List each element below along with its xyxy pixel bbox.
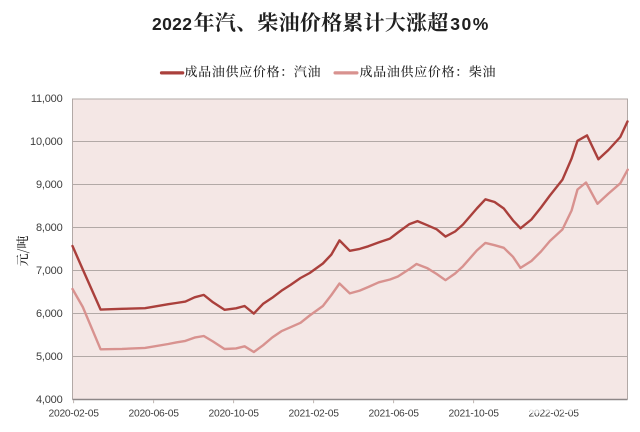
svg-text:7,000: 7,000 bbox=[36, 265, 63, 277]
svg-text:2021-10-05: 2021-10-05 bbox=[449, 408, 500, 419]
svg-text:30%: 30% bbox=[450, 14, 490, 34]
svg-text:2022: 2022 bbox=[152, 14, 192, 34]
svg-text:8,000: 8,000 bbox=[36, 222, 63, 234]
svg-text:11,000: 11,000 bbox=[31, 93, 63, 105]
svg-text:2022-02-05: 2022-02-05 bbox=[529, 408, 580, 419]
svg-text:2021-06-05: 2021-06-05 bbox=[369, 408, 420, 419]
svg-text:2020-02-05: 2020-02-05 bbox=[49, 408, 100, 419]
svg-text:5,000: 5,000 bbox=[36, 351, 63, 363]
svg-text:2020-10-05: 2020-10-05 bbox=[209, 408, 260, 419]
svg-text:2021-02-05: 2021-02-05 bbox=[289, 408, 340, 419]
svg-text:6,000: 6,000 bbox=[36, 308, 63, 320]
svg-text:4,000: 4,000 bbox=[36, 394, 63, 406]
svg-text:2020-06-05: 2020-06-05 bbox=[129, 408, 180, 419]
svg-text:10,000: 10,000 bbox=[30, 136, 63, 148]
svg-text:9,000: 9,000 bbox=[36, 179, 63, 191]
